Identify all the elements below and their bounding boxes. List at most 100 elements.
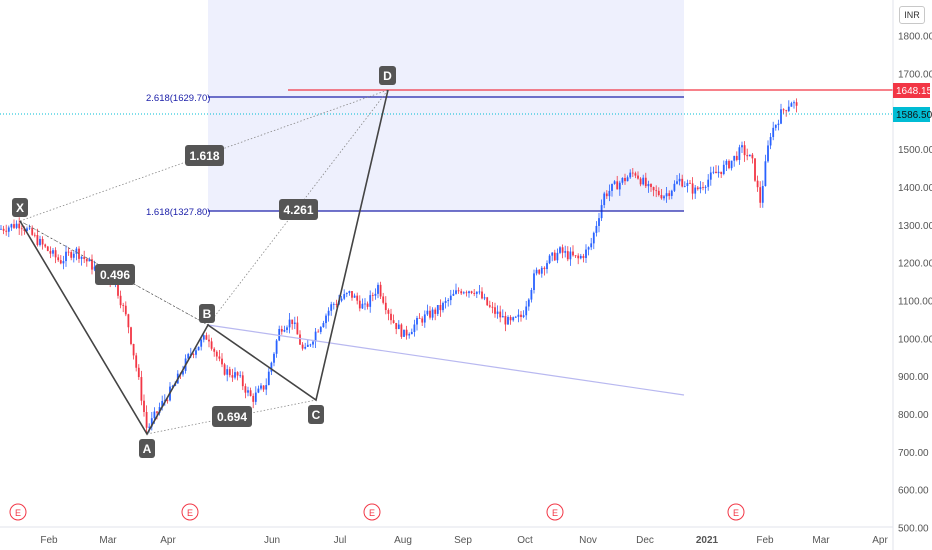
candle-body <box>252 395 255 402</box>
candle-body <box>621 177 624 183</box>
candle-body <box>150 418 153 427</box>
candle-body <box>631 172 634 174</box>
candle-body <box>117 281 119 296</box>
candle-body <box>442 302 444 311</box>
candle-body <box>26 228 28 231</box>
candle-body <box>301 344 304 349</box>
ratio-label-0694[interactable]: 0.694 <box>212 406 252 427</box>
harmonic-pattern-lines[interactable] <box>19 89 389 436</box>
candle-body <box>507 317 509 325</box>
candle-body <box>340 298 343 301</box>
candle-body <box>782 109 785 111</box>
price-tick-label: 1300.00 <box>898 221 932 232</box>
candle-body <box>288 319 291 328</box>
point-label-a[interactable]: A <box>139 439 155 458</box>
time-tick-label: 2021 <box>696 535 719 546</box>
candle-body <box>299 334 301 345</box>
candle-body <box>332 303 335 305</box>
candle-body <box>182 370 184 375</box>
candle-body <box>447 300 450 302</box>
candle-body <box>444 301 447 303</box>
candlestick-series <box>0 98 798 434</box>
candle-body <box>23 229 26 231</box>
candle-body <box>579 255 582 259</box>
candle-body <box>384 302 387 311</box>
earnings-marker[interactable]: E <box>727 503 745 521</box>
candle-body <box>59 260 62 264</box>
candle-body <box>317 331 320 333</box>
candle-body <box>241 375 244 387</box>
candle-body <box>504 316 507 325</box>
candle-body <box>296 322 299 335</box>
earnings-marker[interactable]: E <box>546 503 564 521</box>
time-tick-label: Mar <box>99 535 117 546</box>
candle-body <box>449 295 452 301</box>
candle-body <box>462 292 465 294</box>
candle-body <box>574 255 577 257</box>
candle-body <box>41 238 44 245</box>
candle-body <box>517 314 520 317</box>
earnings-marker[interactable]: E <box>9 503 27 521</box>
harmonic-pattern-xb-line <box>19 220 209 326</box>
candle-body <box>325 315 327 324</box>
candle-body <box>676 181 678 184</box>
candle-body <box>270 362 273 372</box>
price-tick-label: 1100.00 <box>898 296 932 307</box>
ratio-label-1618[interactable]: 1.618 <box>185 145 224 166</box>
candle-body <box>390 313 392 321</box>
candle-body <box>582 255 585 259</box>
svg-text:C: C <box>312 408 321 422</box>
time-tick-label: Nov <box>579 535 597 546</box>
currency-badge[interactable]: INR <box>899 6 925 24</box>
candle-body <box>665 193 668 197</box>
last-price-badge: 1586.50 <box>893 107 932 122</box>
svg-text:E: E <box>369 508 375 518</box>
ratio-label-0496[interactable]: 0.496 <box>95 264 135 285</box>
candle-body <box>400 324 403 337</box>
candle-body <box>717 171 720 174</box>
candle-body <box>322 323 325 328</box>
point-label-c[interactable]: C <box>308 405 324 424</box>
ratio-label-4261[interactable]: 4.261 <box>279 199 318 220</box>
price-axis[interactable]: 1800.00 1700.00 1500.00 1400.00 1300.00 1200.… <box>898 32 932 535</box>
time-tick-label: Sep <box>454 535 472 546</box>
candle-body <box>2 228 5 231</box>
candle-body <box>431 309 434 318</box>
candle-body <box>663 196 665 199</box>
candle-body <box>704 186 707 188</box>
candle-body <box>371 295 374 296</box>
candle-body <box>345 292 348 295</box>
candle-body <box>18 223 21 229</box>
candle-body <box>689 182 691 184</box>
point-label-x[interactable]: X <box>12 198 28 217</box>
candle-body <box>540 267 543 274</box>
candle-body <box>491 306 494 308</box>
trend-line[interactable] <box>207 324 685 396</box>
point-label-b[interactable]: B <box>199 304 215 323</box>
candle-body <box>33 234 36 236</box>
candle-body <box>85 259 88 262</box>
candle-body <box>694 187 697 194</box>
price-tick-label: 1700.00 <box>898 69 932 80</box>
candle-body <box>364 303 366 305</box>
earnings-marker[interactable]: E <box>363 503 381 521</box>
time-axis[interactable]: Feb Mar Apr Jun Jul Aug Sep Oct Nov Dec … <box>40 535 888 546</box>
candle-body <box>603 193 606 206</box>
candle-body <box>262 385 265 390</box>
point-label-d[interactable]: D <box>379 66 396 85</box>
time-tick-label: Feb <box>756 535 774 546</box>
price-tick-label: 800.00 <box>898 410 929 421</box>
candle-body <box>57 257 60 261</box>
candle-body <box>748 154 751 157</box>
candle-body <box>772 127 775 138</box>
candle-body <box>460 291 463 294</box>
candle-body <box>265 385 268 390</box>
candle-body <box>735 155 738 160</box>
earnings-marker[interactable]: E <box>181 503 199 521</box>
candle-body <box>509 317 512 321</box>
candle-body <box>657 190 660 195</box>
fib-level-2618-label: 2.618(1629.70) <box>146 93 210 104</box>
candle-body <box>764 161 767 186</box>
candle-body <box>343 294 346 299</box>
